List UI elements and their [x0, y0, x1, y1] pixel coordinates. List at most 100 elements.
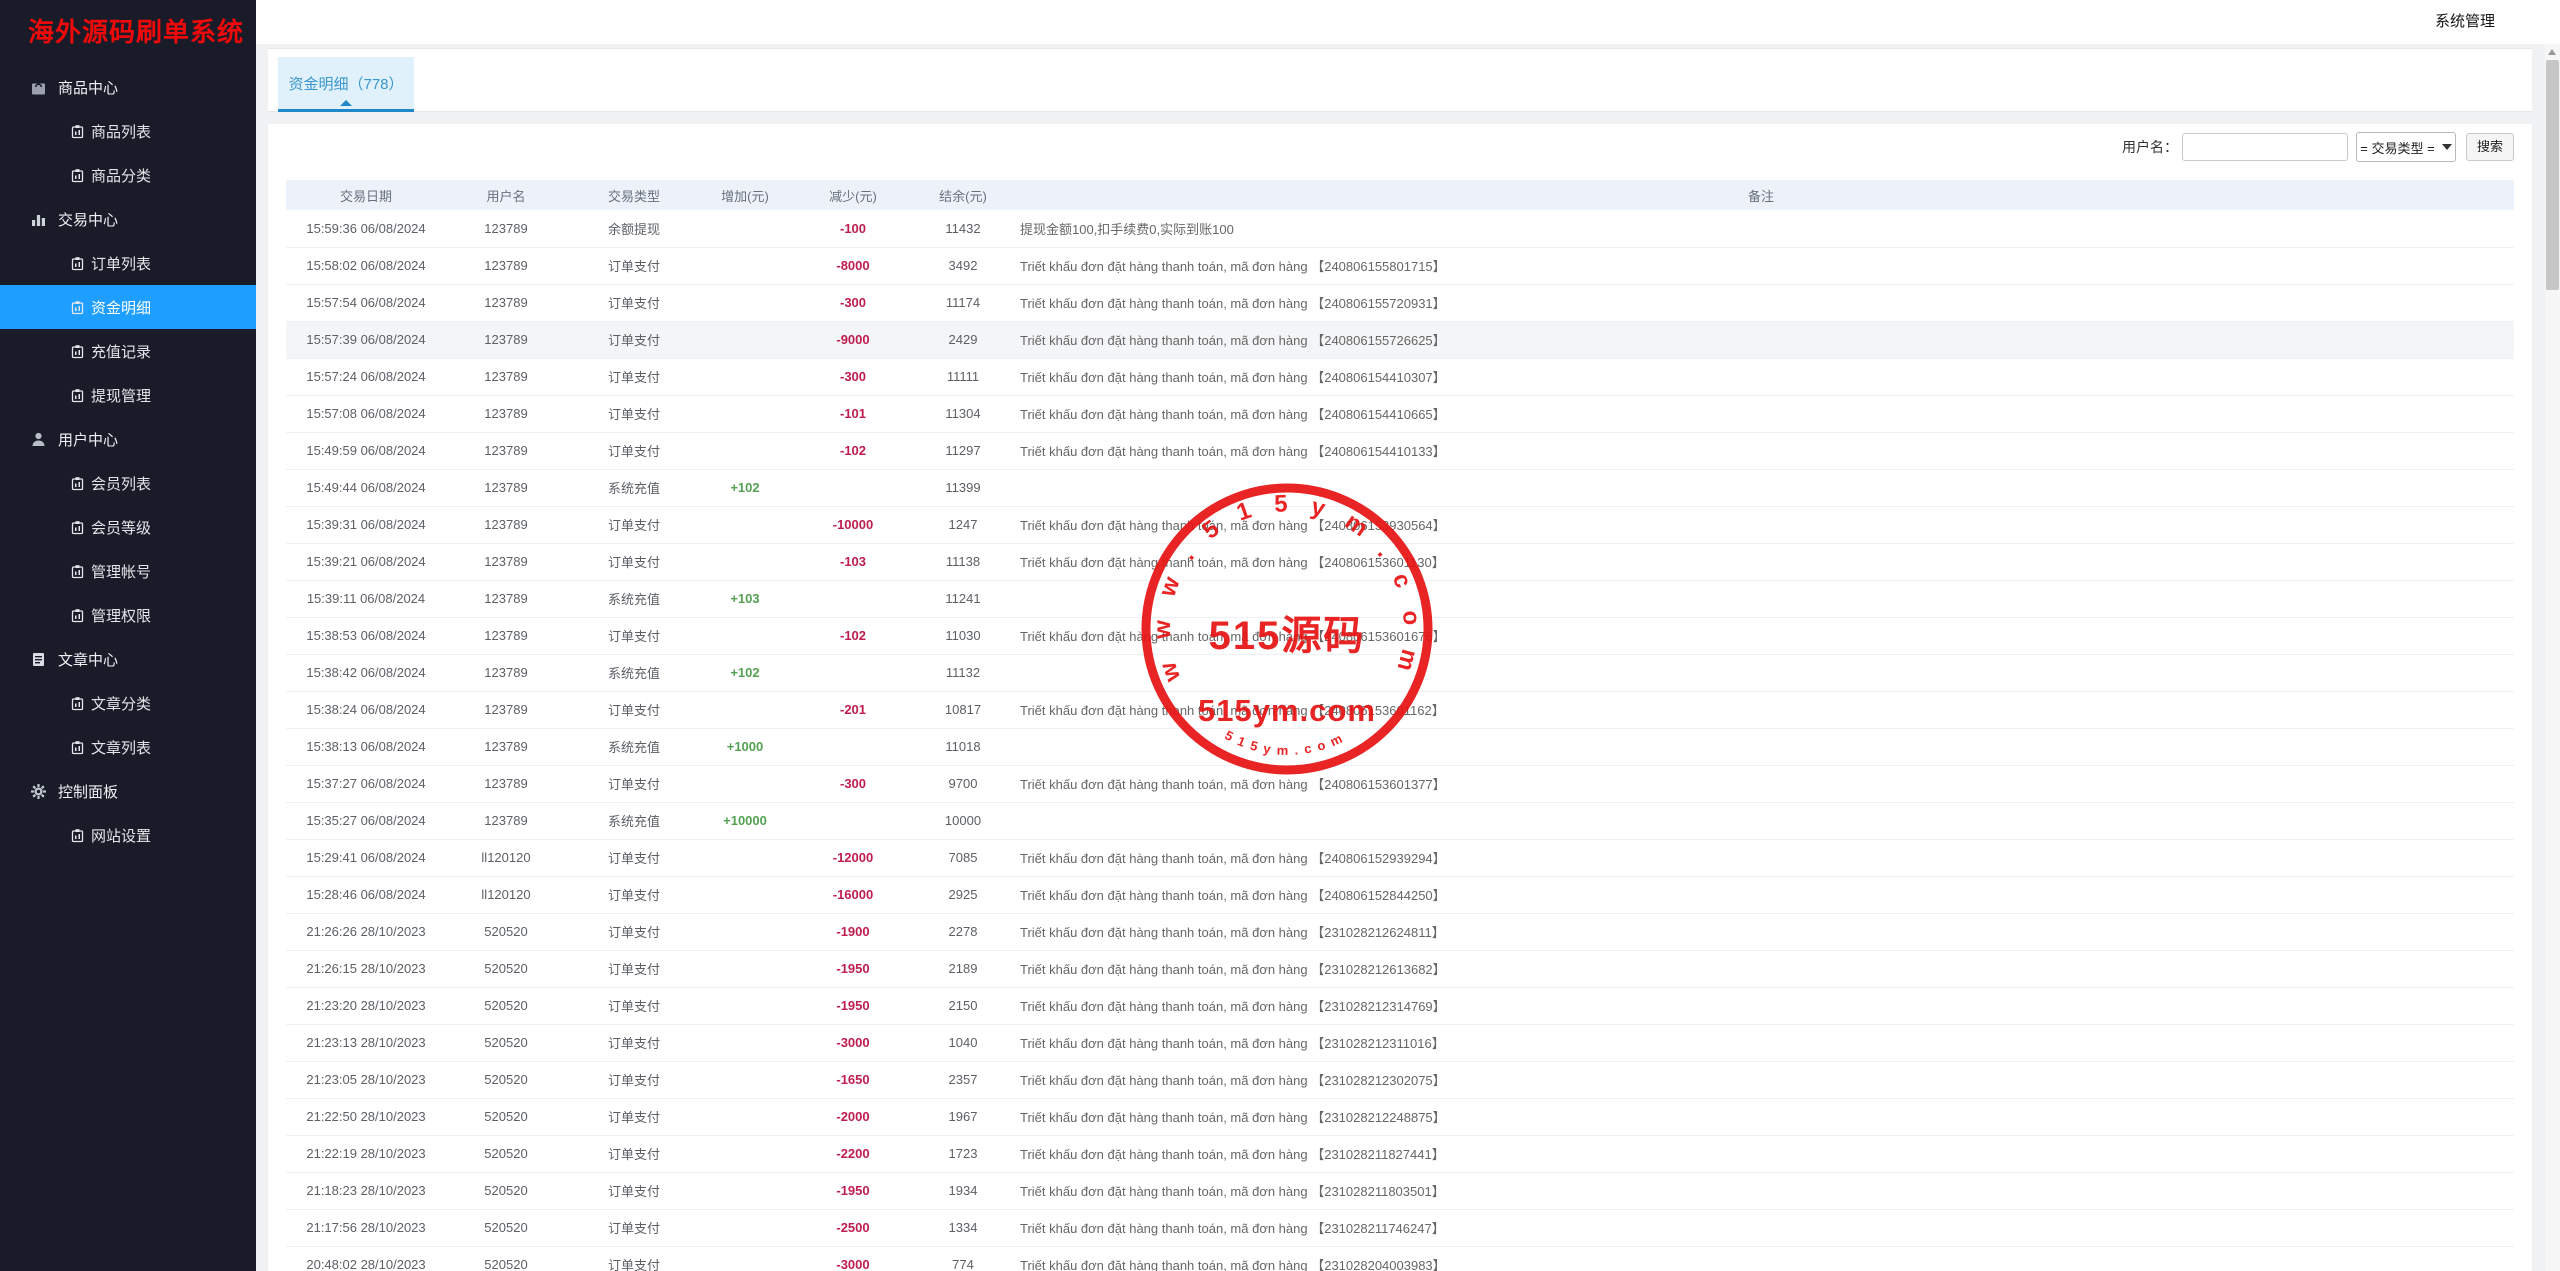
- cell-balance: 2925: [918, 876, 1008, 914]
- sidebar-item-文章列表[interactable]: 文章列表: [0, 725, 256, 769]
- cell-add: [702, 321, 788, 359]
- sidebar-item-商品分类[interactable]: 商品分类: [0, 153, 256, 197]
- transaction-type-select[interactable]: = 交易类型 =: [2356, 132, 2456, 162]
- cell-type: 系统充值: [566, 654, 702, 692]
- username-input[interactable]: [2182, 133, 2348, 161]
- cell-user: 123789: [446, 358, 566, 396]
- table-row: 15:59:36 06/08/2024 123789 余额提现 -100 11432 提现…: [286, 210, 2514, 248]
- cell-user: 123789: [446, 765, 566, 803]
- column-header: 用户名: [446, 180, 566, 210]
- cell-remark: Triết khấu đơn đặt hàng thanh toán, mã đ…: [1008, 1135, 2514, 1173]
- cell-sub: -16000: [788, 876, 918, 914]
- cell-type: 订单支付: [566, 1061, 702, 1099]
- table-row: 15:57:39 06/08/2024 123789 订单支付 -9000 2429 Tr…: [286, 321, 2514, 359]
- cell-user: ll120120: [446, 876, 566, 914]
- cell-remark: [1008, 469, 2514, 507]
- cell-date: 15:58:02 06/08/2024: [286, 247, 446, 285]
- sidebar-item-管理权限[interactable]: 管理权限: [0, 593, 256, 637]
- cell-remark: Triết khấu đơn đặt hàng thanh toán, mã đ…: [1008, 1209, 2514, 1247]
- cell-user: 520520: [446, 1061, 566, 1099]
- cell-sub: [788, 802, 918, 840]
- cell-user: 123789: [446, 728, 566, 766]
- clipboard-icon: [70, 476, 85, 491]
- cell-date: 15:57:24 06/08/2024: [286, 358, 446, 396]
- cell-balance: 11030: [918, 617, 1008, 655]
- clipboard-icon: [70, 300, 85, 315]
- cell-date: 15:38:24 06/08/2024: [286, 691, 446, 729]
- table-row: 15:57:54 06/08/2024 123789 订单支付 -300 11174 Tr…: [286, 284, 2514, 322]
- table-row: 15:37:27 06/08/2024 123789 订单支付 -300 9700 Tri…: [286, 765, 2514, 803]
- cell-type: 订单支付: [566, 691, 702, 729]
- cell-type: 系统充值: [566, 580, 702, 618]
- cell-type: 余额提现: [566, 210, 702, 248]
- sidebar-item-会员等级[interactable]: 会员等级: [0, 505, 256, 549]
- search-button[interactable]: 搜索: [2466, 133, 2514, 161]
- sidebar-item-label: 控制面板: [58, 783, 119, 801]
- sidebar-item-会员列表[interactable]: 会员列表: [0, 461, 256, 505]
- cell-sub: -102: [788, 432, 918, 470]
- table-row: 15:57:24 06/08/2024 123789 订单支付 -300 11111 Tr…: [286, 358, 2514, 396]
- cell-sub: -9000: [788, 321, 918, 359]
- tab-fund-details[interactable]: 资金明细（778）: [278, 57, 414, 112]
- sidebar-item-label: 交易中心: [58, 211, 119, 229]
- cell-add: [702, 1135, 788, 1173]
- sidebar-item-商品列表[interactable]: 商品列表: [0, 109, 256, 153]
- cell-user: 123789: [446, 247, 566, 285]
- cell-sub: -1950: [788, 1172, 918, 1210]
- cell-sub: -101: [788, 395, 918, 433]
- cell-type: 订单支付: [566, 543, 702, 581]
- table-body: 15:59:36 06/08/2024 123789 余额提现 -100 11432 提现…: [286, 210, 2514, 1271]
- sidebar-item-文章分类[interactable]: 文章分类: [0, 681, 256, 725]
- cell-type: 订单支付: [566, 1098, 702, 1136]
- sidebar-item-用户中心[interactable]: 用户中心: [0, 417, 256, 461]
- cell-sub: -2000: [788, 1098, 918, 1136]
- cell-type: 订单支付: [566, 1172, 702, 1210]
- cell-sub: -3000: [788, 1024, 918, 1062]
- sidebar-item-订单列表[interactable]: 订单列表: [0, 241, 256, 285]
- system-admin-menu[interactable]: 系统管理: [2434, 13, 2495, 30]
- cell-balance: 1040: [918, 1024, 1008, 1062]
- cell-add: [702, 1098, 788, 1136]
- sidebar-item-label: 商品列表: [91, 123, 152, 141]
- sidebar-item-提现管理[interactable]: 提现管理: [0, 373, 256, 417]
- cell-date: 21:23:05 28/10/2023: [286, 1061, 446, 1099]
- sidebar-item-网站设置[interactable]: 网站设置: [0, 813, 256, 857]
- scrollbar-thumb[interactable]: [2546, 60, 2559, 290]
- sidebar-item-交易中心[interactable]: 交易中心: [0, 197, 256, 241]
- cell-sub: -300: [788, 358, 918, 396]
- table-row: 15:38:24 06/08/2024 123789 订单支付 -201 10817 Tr…: [286, 691, 2514, 729]
- clipboard-icon: [70, 828, 85, 843]
- table-row: 15:39:21 06/08/2024 123789 订单支付 -103 11138 Tr…: [286, 543, 2514, 581]
- cell-balance: 11304: [918, 395, 1008, 433]
- cell-date: 15:39:11 06/08/2024: [286, 580, 446, 618]
- cell-type: 订单支付: [566, 321, 702, 359]
- cell-add: [702, 765, 788, 803]
- clipboard-icon: [70, 168, 85, 183]
- cell-remark: Triết khấu đơn đặt hàng thanh toán, mã đ…: [1008, 358, 2514, 396]
- sidebar-item-控制面板[interactable]: 控制面板: [0, 769, 256, 813]
- clipboard-icon: [70, 696, 85, 711]
- cell-remark: Triết khấu đơn đặt hàng thanh toán, mã đ…: [1008, 321, 2514, 359]
- sidebar-item-文章中心[interactable]: 文章中心: [0, 637, 256, 681]
- filter-bar: 用户名： = 交易类型 = 搜索: [2122, 132, 2514, 162]
- cell-date: 20:48:02 28/10/2023: [286, 1246, 446, 1271]
- sidebar-item-管理帐号[interactable]: 管理帐号: [0, 549, 256, 593]
- cell-balance: 11132: [918, 654, 1008, 692]
- sidebar-item-商品中心[interactable]: 商品中心: [0, 65, 256, 109]
- cell-user: 520520: [446, 950, 566, 988]
- cell-add: [702, 358, 788, 396]
- fund-table: 交易日期 用户名 交易类型 增加(元) 减少(元) 结余(元) 备注 15:59:36 06…: [286, 180, 2514, 1271]
- table-row: 21:23:13 28/10/2023 520520 订单支付 -3000 1040 Tr…: [286, 1024, 2514, 1062]
- cell-remark: Triết khấu đơn đặt hàng thanh toán, mã đ…: [1008, 617, 2514, 655]
- cell-type: 订单支付: [566, 1209, 702, 1247]
- sidebar-item-充值记录[interactable]: 充值记录: [0, 329, 256, 373]
- cell-type: 订单支付: [566, 432, 702, 470]
- cell-date: 15:38:42 06/08/2024: [286, 654, 446, 692]
- sidebar-item-资金明细[interactable]: 资金明细: [0, 285, 256, 329]
- cell-add: [702, 543, 788, 581]
- clipboard-icon: [70, 520, 85, 535]
- table-row: 21:23:05 28/10/2023 520520 订单支付 -1650 2357 Tr…: [286, 1061, 2514, 1099]
- cell-date: 15:39:31 06/08/2024: [286, 506, 446, 544]
- cell-date: 15:49:59 06/08/2024: [286, 432, 446, 470]
- scrollbar-up-arrow-icon[interactable]: [2548, 49, 2556, 55]
